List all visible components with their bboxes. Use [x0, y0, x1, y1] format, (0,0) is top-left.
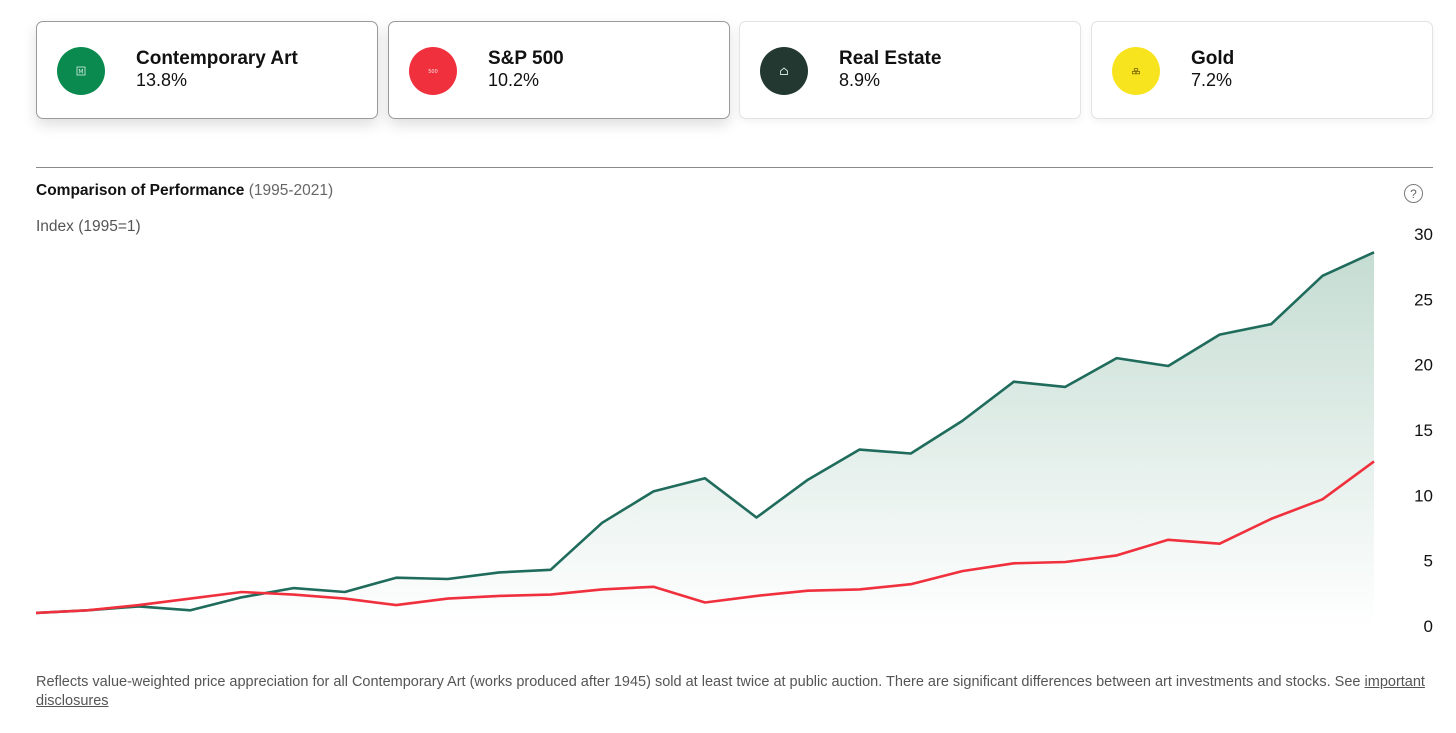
performance-chart: 30 25 20 15 10 5 0	[35, 225, 1433, 636]
y-tick-label: 5	[1424, 552, 1433, 571]
y-tick-label: 30	[1414, 225, 1433, 244]
important-disclosures-link[interactable]: important disclosures	[36, 674, 1425, 709]
card-name: Real Estate	[839, 48, 942, 69]
help-icon[interactable]: ?	[1404, 184, 1423, 203]
svg-text:M: M	[78, 68, 83, 75]
footnote-text: Reflects value-weighted price appreciati…	[36, 674, 1361, 690]
y-tick-label: 25	[1414, 290, 1433, 309]
series-area-contemporary-art	[36, 252, 1374, 627]
card-contemporary-art[interactable]: M Contemporary Art 13.8%	[36, 21, 378, 119]
chart-title-text: Comparison of Performance	[36, 182, 245, 199]
card-return: 7.2%	[1191, 70, 1233, 90]
y-tick-label: 0	[1424, 617, 1433, 636]
card-gold[interactable]: Gold 7.2%	[1091, 21, 1433, 119]
card-name: S&P 500	[488, 48, 564, 69]
y-tick-label: 15	[1414, 421, 1433, 440]
card-return: 13.8%	[136, 70, 188, 90]
asset-cards: M Contemporary Art 13.8% 500 S&P 500 10.…	[36, 21, 1433, 120]
card-sp500[interactable]: 500 S&P 500 10.2%	[388, 21, 730, 119]
chart-subtitle: (1995-2021)	[248, 182, 334, 199]
card-name: Contemporary Art	[136, 48, 298, 69]
chart-title: Comparison of Performance (1995-2021)	[36, 182, 333, 200]
card-real-estate[interactable]: Real Estate 8.9%	[739, 21, 1081, 119]
card-return: 8.9%	[839, 70, 881, 90]
house-icon	[760, 47, 808, 95]
svg-text:500: 500	[428, 69, 438, 75]
m-logo-icon: M	[57, 47, 105, 95]
y-tick-label: 20	[1414, 356, 1433, 375]
y-tick-label: 10	[1414, 486, 1433, 505]
section-divider	[36, 167, 1433, 168]
card-return: 10.2%	[488, 70, 540, 90]
card-name: Gold	[1191, 48, 1235, 69]
sp500-icon: 500	[409, 47, 457, 95]
gold-bars-icon	[1112, 47, 1160, 95]
footnote: Reflects value-weighted price appreciati…	[36, 673, 1436, 711]
y-axis-label: Index (1995=1)	[36, 218, 141, 235]
